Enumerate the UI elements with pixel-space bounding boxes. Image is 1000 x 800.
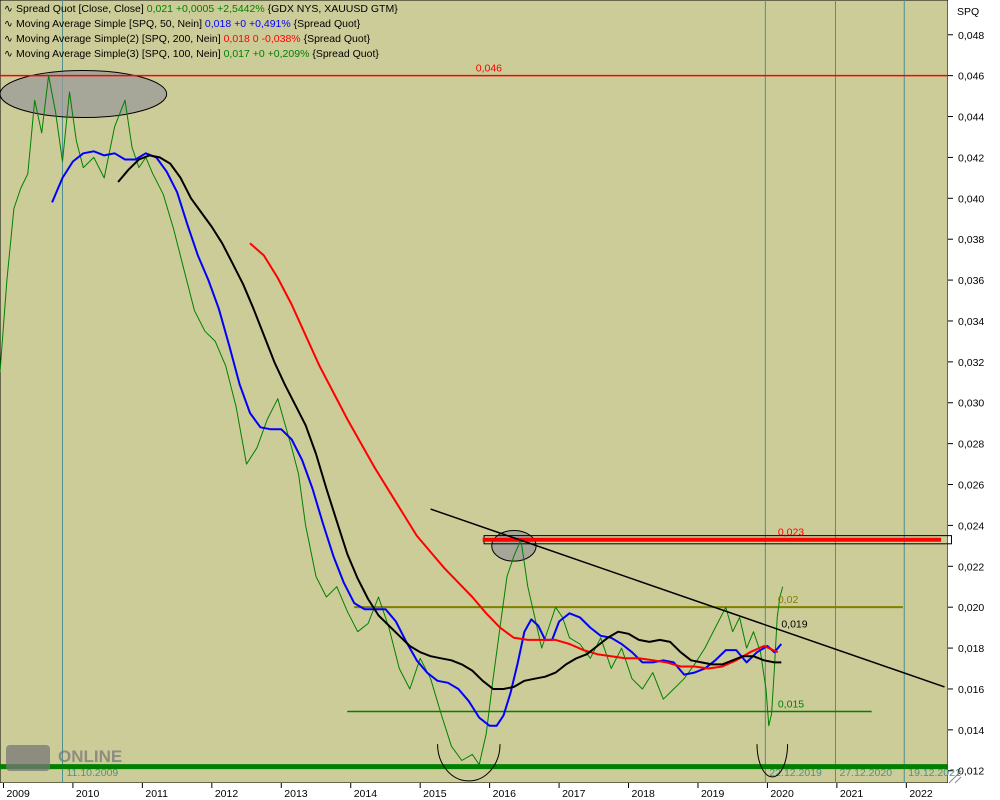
y-axis-unit-label: SPQ: [957, 6, 979, 18]
y-tick-label: 0,024: [958, 520, 984, 532]
y-tick-label: 0,038: [958, 234, 984, 246]
series-line: [117, 154, 782, 690]
y-tick-label: 0,020: [958, 602, 984, 614]
highlight-arc: [756, 744, 789, 778]
x-tick-label: 2022: [909, 788, 933, 800]
y-tick-label: 0,028: [958, 439, 984, 451]
legend-entry[interactable]: Spread Quot [Close, Close] 0,021 +0,0005…: [16, 3, 398, 15]
legend-entry[interactable]: Moving Average Simple [SPQ, 50, Nein] 0,…: [16, 18, 361, 30]
horizontal-level-label: 0,015: [778, 698, 804, 710]
horizontal-level-label: 0,02: [778, 594, 799, 606]
x-tick-label: 2011: [145, 788, 168, 800]
y-tick-label: 0,018: [958, 643, 984, 655]
trendline-label: 0,019: [781, 619, 807, 631]
y-tick-label: 0,034: [958, 316, 984, 328]
x-tick-label: 2014: [354, 788, 378, 800]
x-tick-label: 2012: [215, 788, 239, 800]
x-tick-label: 2015: [423, 788, 447, 800]
series-line-icon[interactable]: ∿: [4, 3, 13, 15]
level-labels: 0,046 0,023 0,02 0,015 0,019: [476, 63, 808, 711]
date-marker-label: 19.12.2021: [908, 767, 961, 779]
legend: ∿ Spread Quot [Close, Close] 0,021 +0,000…: [4, 3, 398, 60]
plot-area: [0, 0, 949, 784]
x-tick-label: 2010: [76, 788, 100, 800]
x-axis-panel: [0, 783, 1000, 800]
y-tick-label: 0,046: [958, 71, 984, 83]
y-tick-label: 0,030: [958, 398, 984, 410]
date-marker-label: 11.10.2009: [67, 767, 119, 779]
trendlines: [430, 508, 945, 688]
y-tick-label: 0,014: [958, 725, 984, 737]
y-tick-label: 0,012: [958, 766, 984, 778]
y-tick-label: 0,040: [958, 193, 984, 205]
x-tick-label: 2013: [284, 788, 308, 800]
y-tick-label: 0,022: [958, 561, 984, 573]
highlight-ellipse: [0, 70, 168, 119]
legend-entry[interactable]: Moving Average Simple(3) [SPQ, 100, Nein…: [16, 48, 379, 60]
y-tick-label: 0,032: [958, 357, 984, 369]
x-tick-label: 2017: [562, 788, 586, 800]
y-tick-label: 0,026: [958, 480, 984, 492]
watermark-logo: ONLINE: [6, 745, 122, 771]
x-tick-label: 2009: [6, 788, 30, 800]
series-line: [249, 242, 779, 670]
x-tick-label: 2019: [701, 788, 725, 800]
y-tick-label: 0,048: [958, 30, 984, 42]
y-axis: SPQ 0,048 0,046 0,044 0,042 0,040 0,038 0,036 0…: [948, 6, 984, 778]
series-line-icon[interactable]: ∿: [4, 18, 13, 30]
y-tick-label: 0,044: [958, 112, 984, 124]
horizontal-level-label: 0,046: [476, 63, 502, 75]
x-tick-label: 2016: [493, 788, 517, 800]
svg-text:ONLINE: ONLINE: [58, 747, 122, 766]
x-tick-label: 2018: [632, 788, 656, 800]
series-line: [0, 75, 784, 766]
highlight-arcs: [437, 744, 789, 782]
y-tick-label: 0,036: [958, 275, 984, 287]
trendline: [430, 508, 945, 688]
x-axis: 2009 2010 2011 2012 2013 2014 2015 2016 2017 2018…: [2, 783, 933, 800]
y-axis-panel: [948, 0, 1000, 800]
legend-entry[interactable]: Moving Average Simple(2) [SPQ, 200, Nein…: [16, 33, 371, 45]
series-line-icon[interactable]: ∿: [4, 48, 13, 60]
x-tick-label: 2020: [770, 788, 794, 800]
scroll-corner-icon[interactable]: [948, 770, 962, 784]
highlight-arc: [437, 744, 501, 782]
horizontal-level-label: 0,023: [778, 527, 804, 539]
series-line-icon[interactable]: ∿: [4, 33, 13, 45]
date-marker-label: 27.12.2020: [839, 767, 892, 779]
date-marker-label: 22.12.2019: [769, 767, 822, 779]
y-tick-label: 0,016: [958, 684, 984, 696]
y-tick-label: 0,042: [958, 152, 984, 164]
x-tick-label: 2021: [840, 788, 864, 800]
horizontal-levels: [0, 74, 952, 770]
date-marker-lines: 11.10.2009 22.12.2019 27.12.2020 19.12.2021: [62, 0, 961, 783]
series-lines: [0, 75, 784, 766]
